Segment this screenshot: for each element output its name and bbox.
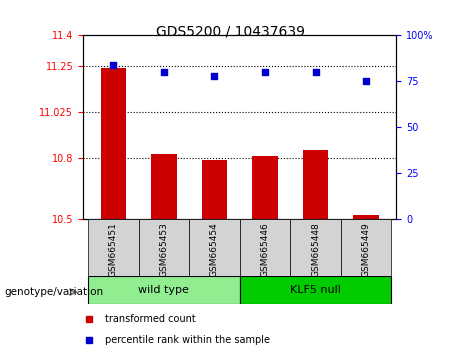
Point xyxy=(261,69,269,75)
Text: percentile rank within the sample: percentile rank within the sample xyxy=(105,335,270,345)
Text: GSM665448: GSM665448 xyxy=(311,222,320,277)
Text: GSM665454: GSM665454 xyxy=(210,222,219,277)
FancyBboxPatch shape xyxy=(290,219,341,276)
Bar xyxy=(100,68,126,219)
Text: GSM665446: GSM665446 xyxy=(260,222,270,277)
FancyBboxPatch shape xyxy=(240,276,391,304)
FancyBboxPatch shape xyxy=(189,219,240,276)
Text: transformed count: transformed count xyxy=(105,314,195,324)
Text: GSM665453: GSM665453 xyxy=(160,222,168,277)
Point xyxy=(362,79,370,84)
Point xyxy=(211,73,218,79)
Bar xyxy=(252,156,278,219)
Bar xyxy=(303,150,328,219)
FancyBboxPatch shape xyxy=(88,276,240,304)
Text: GSM665451: GSM665451 xyxy=(109,222,118,277)
Text: GDS5200 / 10437639: GDS5200 / 10437639 xyxy=(156,25,305,39)
Text: wild type: wild type xyxy=(138,285,189,295)
Text: genotype/variation: genotype/variation xyxy=(5,287,104,297)
FancyBboxPatch shape xyxy=(240,219,290,276)
FancyBboxPatch shape xyxy=(139,219,189,276)
FancyBboxPatch shape xyxy=(88,219,139,276)
Bar xyxy=(354,215,379,219)
Text: GSM665449: GSM665449 xyxy=(361,222,371,277)
Point xyxy=(160,69,167,75)
Point xyxy=(110,62,117,68)
FancyBboxPatch shape xyxy=(341,219,391,276)
Point xyxy=(312,69,319,75)
Bar xyxy=(202,160,227,219)
Text: KLF5 null: KLF5 null xyxy=(290,285,341,295)
Bar xyxy=(151,154,177,219)
